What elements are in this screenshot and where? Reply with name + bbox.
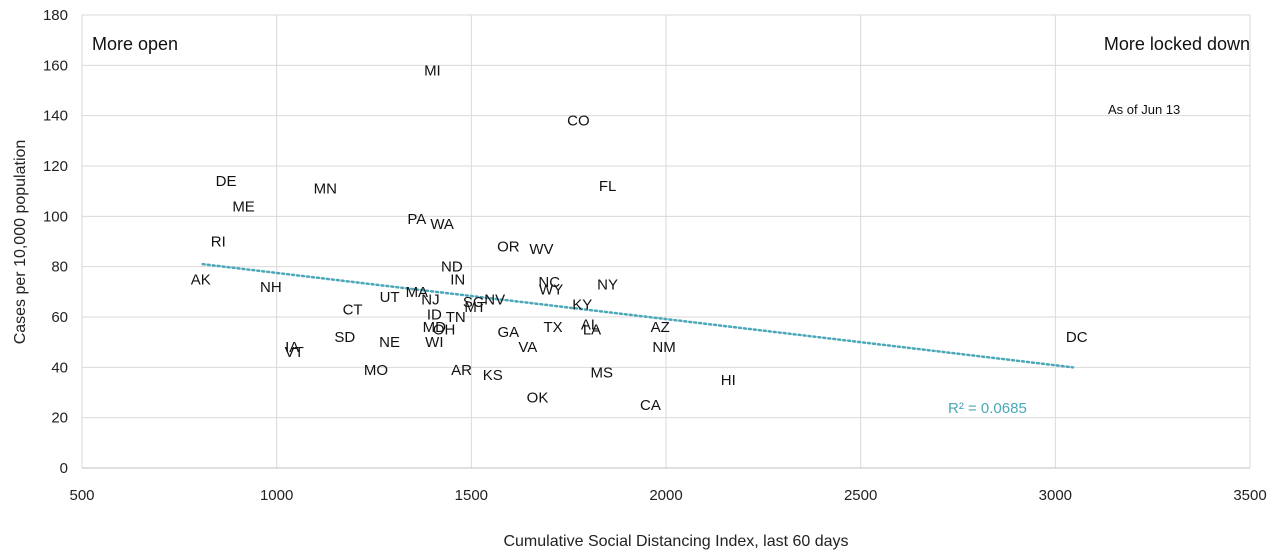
- data-point-sd: SD: [334, 329, 355, 346]
- data-point-ca: CA: [640, 397, 661, 414]
- data-point-me: ME: [232, 198, 255, 215]
- y-tick-label: 80: [51, 259, 68, 276]
- y-tick-label: 40: [51, 359, 68, 376]
- data-point-mn: MN: [314, 181, 337, 198]
- x-tick-label: 500: [69, 487, 94, 504]
- data-point-wv: WV: [529, 241, 553, 258]
- data-point-id: ID: [427, 306, 442, 323]
- data-point-ky: KY: [572, 296, 592, 313]
- data-point-ks: KS: [483, 367, 503, 384]
- x-tick-label: 1500: [455, 487, 488, 504]
- data-point-pa: PA: [407, 211, 426, 228]
- data-point-fl: FL: [599, 178, 617, 195]
- data-point-dc: DC: [1066, 329, 1088, 346]
- data-point-nj: NJ: [421, 291, 439, 308]
- trendline: [201, 262, 1075, 369]
- data-point-md: MD: [423, 319, 446, 336]
- data-point-tn: TN: [446, 309, 466, 326]
- data-point-ne: NE: [379, 334, 400, 351]
- data-point-ut: UT: [380, 289, 400, 306]
- data-point-sc: SC: [463, 294, 484, 311]
- data-point-ms: MS: [591, 364, 614, 381]
- data-point-nv: NV: [484, 291, 505, 308]
- data-point-nd: ND: [441, 259, 463, 276]
- y-tick-label: 100: [43, 208, 68, 225]
- x-tick-label: 3000: [1039, 487, 1072, 504]
- axis-ticks: 0 20 40 60 80 100 120 140 160 180 500 1000 1500 2000 2…: [43, 7, 1267, 504]
- data-point-vt: VT: [285, 344, 304, 361]
- data-point-nm: NM: [652, 339, 675, 356]
- data-point-la: LA: [583, 322, 601, 339]
- data-point-ak: AK: [191, 271, 211, 288]
- data-point-ia: IA: [285, 339, 299, 356]
- data-point-hi: HI: [721, 372, 736, 389]
- y-tick-label: 180: [43, 7, 68, 24]
- y-tick-label: 60: [51, 309, 68, 326]
- y-tick-label: 140: [43, 108, 68, 125]
- data-point-ar: AR: [451, 362, 472, 379]
- data-point-al: AL: [581, 317, 599, 334]
- x-tick-label: 1000: [260, 487, 293, 504]
- data-point-ny: NY: [597, 276, 618, 293]
- data-point-az: AZ: [651, 319, 670, 336]
- data-point-va: VA: [518, 339, 537, 356]
- annotation-more-locked-down: More locked down: [1104, 34, 1250, 54]
- data-point-wy: WY: [539, 281, 563, 298]
- annotation-as-of-date: As of Jun 13: [1108, 102, 1180, 117]
- data-point-nh: NH: [260, 279, 282, 296]
- data-point-mo: MO: [364, 362, 388, 379]
- data-point-ct: CT: [343, 301, 363, 318]
- y-tick-label: 120: [43, 158, 68, 175]
- r-squared-label: R² = 0.0685: [948, 400, 1027, 417]
- data-point-ga: GA: [497, 324, 519, 341]
- y-axis-title: Cases per 10,000 population: [12, 140, 29, 345]
- data-point-co: CO: [567, 113, 590, 130]
- x-tick-label: 2000: [649, 487, 682, 504]
- data-point-ma: MA: [406, 284, 429, 301]
- data-point-de: DE: [216, 173, 237, 190]
- y-tick-label: 160: [43, 57, 68, 74]
- data-point-nc: NC: [538, 274, 560, 291]
- data-point-wa: WA: [430, 216, 454, 233]
- x-tick-label: 2500: [844, 487, 877, 504]
- data-point-or: OR: [497, 239, 520, 256]
- data-point-mt: MT: [464, 299, 486, 316]
- data-point-mi: MI: [424, 62, 441, 79]
- data-point-ri: RI: [211, 234, 226, 251]
- trendline-layer: [201, 262, 1075, 369]
- y-tick-label: 20: [51, 410, 68, 427]
- data-point-oh: OH: [433, 322, 456, 339]
- y-tick-label: 0: [60, 460, 68, 477]
- x-axis-title: Cumulative Social Distancing Index, last…: [503, 533, 848, 550]
- grid: [81, 14, 1251, 469]
- data-point-ok: OK: [527, 390, 549, 407]
- data-point-in: IN: [450, 271, 465, 288]
- annotation-more-open: More open: [92, 34, 178, 54]
- data-point-tx: TX: [544, 319, 563, 336]
- data-point-wi: WI: [425, 334, 443, 351]
- x-tick-label: 3500: [1233, 487, 1266, 504]
